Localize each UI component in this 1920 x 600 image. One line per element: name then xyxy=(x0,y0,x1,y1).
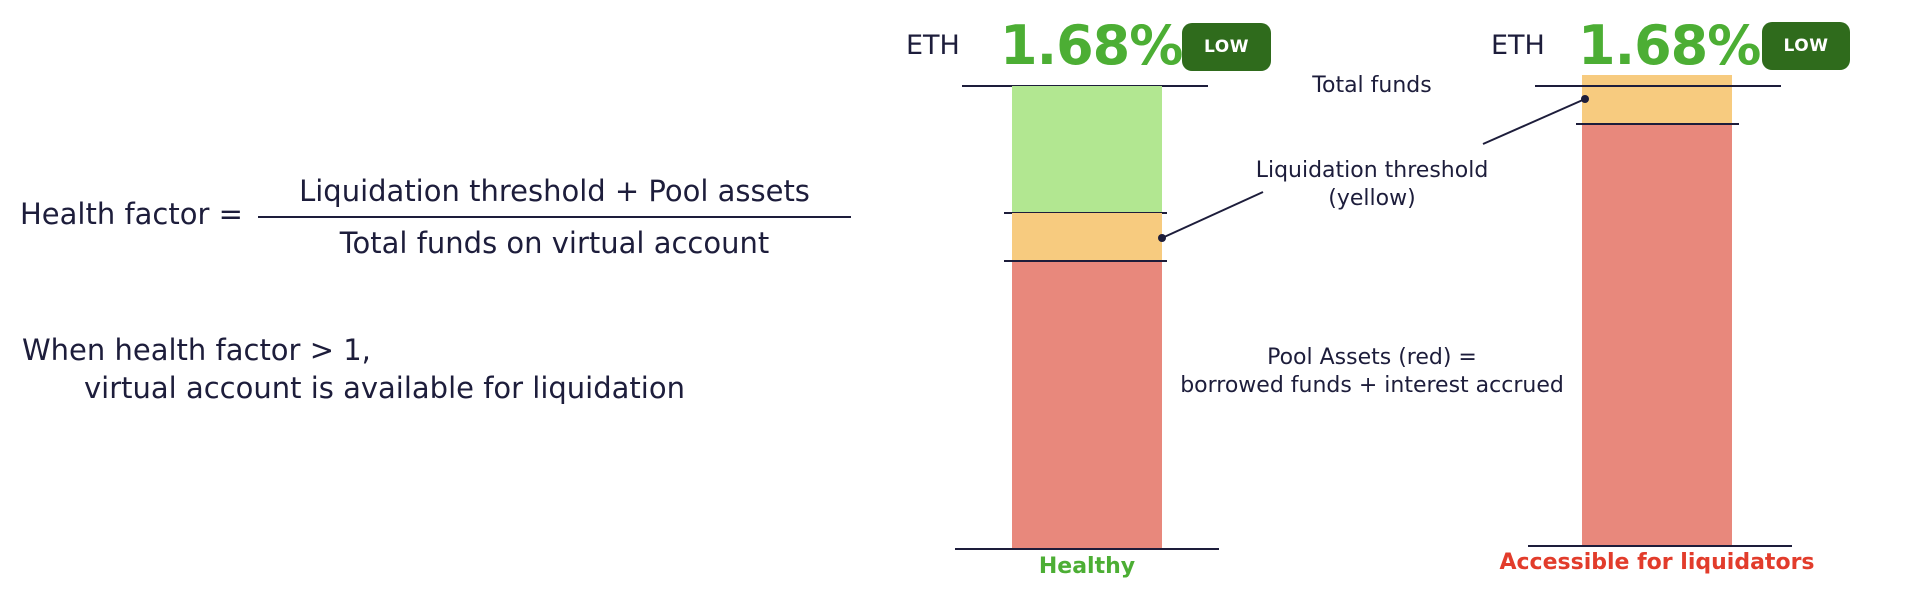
formula-denominator: Total funds on virtual account xyxy=(339,226,770,260)
liquidatable-bottom-line xyxy=(1528,545,1792,547)
liquidatable-top-line xyxy=(1535,85,1781,87)
liquidatable-pool-segment xyxy=(1582,125,1732,546)
liquidatable-rate-value: 1.68% xyxy=(1578,14,1761,77)
condition-line-1: When health factor > 1, xyxy=(22,333,371,367)
healthy-risk-badge: LOW xyxy=(1182,23,1271,71)
healthy-status-label: Healthy xyxy=(1038,554,1136,579)
healthy-threshold-segment xyxy=(1012,213,1162,260)
fraction-line xyxy=(258,216,851,218)
healthy-bottom-line xyxy=(955,548,1219,550)
pool-assets-annotation-line-2: borrowed funds + interest accrued xyxy=(1180,373,1564,398)
liquidatable-threshold-segment xyxy=(1582,75,1732,123)
liquidatable-risk-badge: LOW xyxy=(1762,22,1850,70)
healthy-threshold-bottom-line xyxy=(1004,260,1167,262)
formula-numerator: Liquidation threshold + Pool assets xyxy=(299,174,810,208)
healthy-free-segment xyxy=(1012,86,1162,213)
healthy-rate-value: 1.68% xyxy=(1000,14,1183,77)
liquidation-threshold-annotation-line-1: Liquidation threshold xyxy=(1255,158,1489,183)
liquidatable-threshold-line xyxy=(1576,123,1739,125)
liquidation-threshold-annotation-line-2: (yellow) xyxy=(1328,186,1416,211)
healthy-pool-segment xyxy=(1012,262,1162,548)
total-funds-connector-line xyxy=(1482,98,1586,145)
condition-line-2: virtual account is available for liquida… xyxy=(84,371,685,405)
liquidatable-status-label: Accessible for liquidators xyxy=(1499,550,1815,575)
pool-assets-annotation-line-1: Pool Assets (red) = xyxy=(1267,345,1477,370)
formula-lhs: Health factor = xyxy=(20,197,243,231)
healthy-asset-label: ETH xyxy=(906,30,960,61)
total-funds-annotation: Total funds xyxy=(1312,73,1432,98)
liquidatable-asset-label: ETH xyxy=(1491,30,1545,61)
